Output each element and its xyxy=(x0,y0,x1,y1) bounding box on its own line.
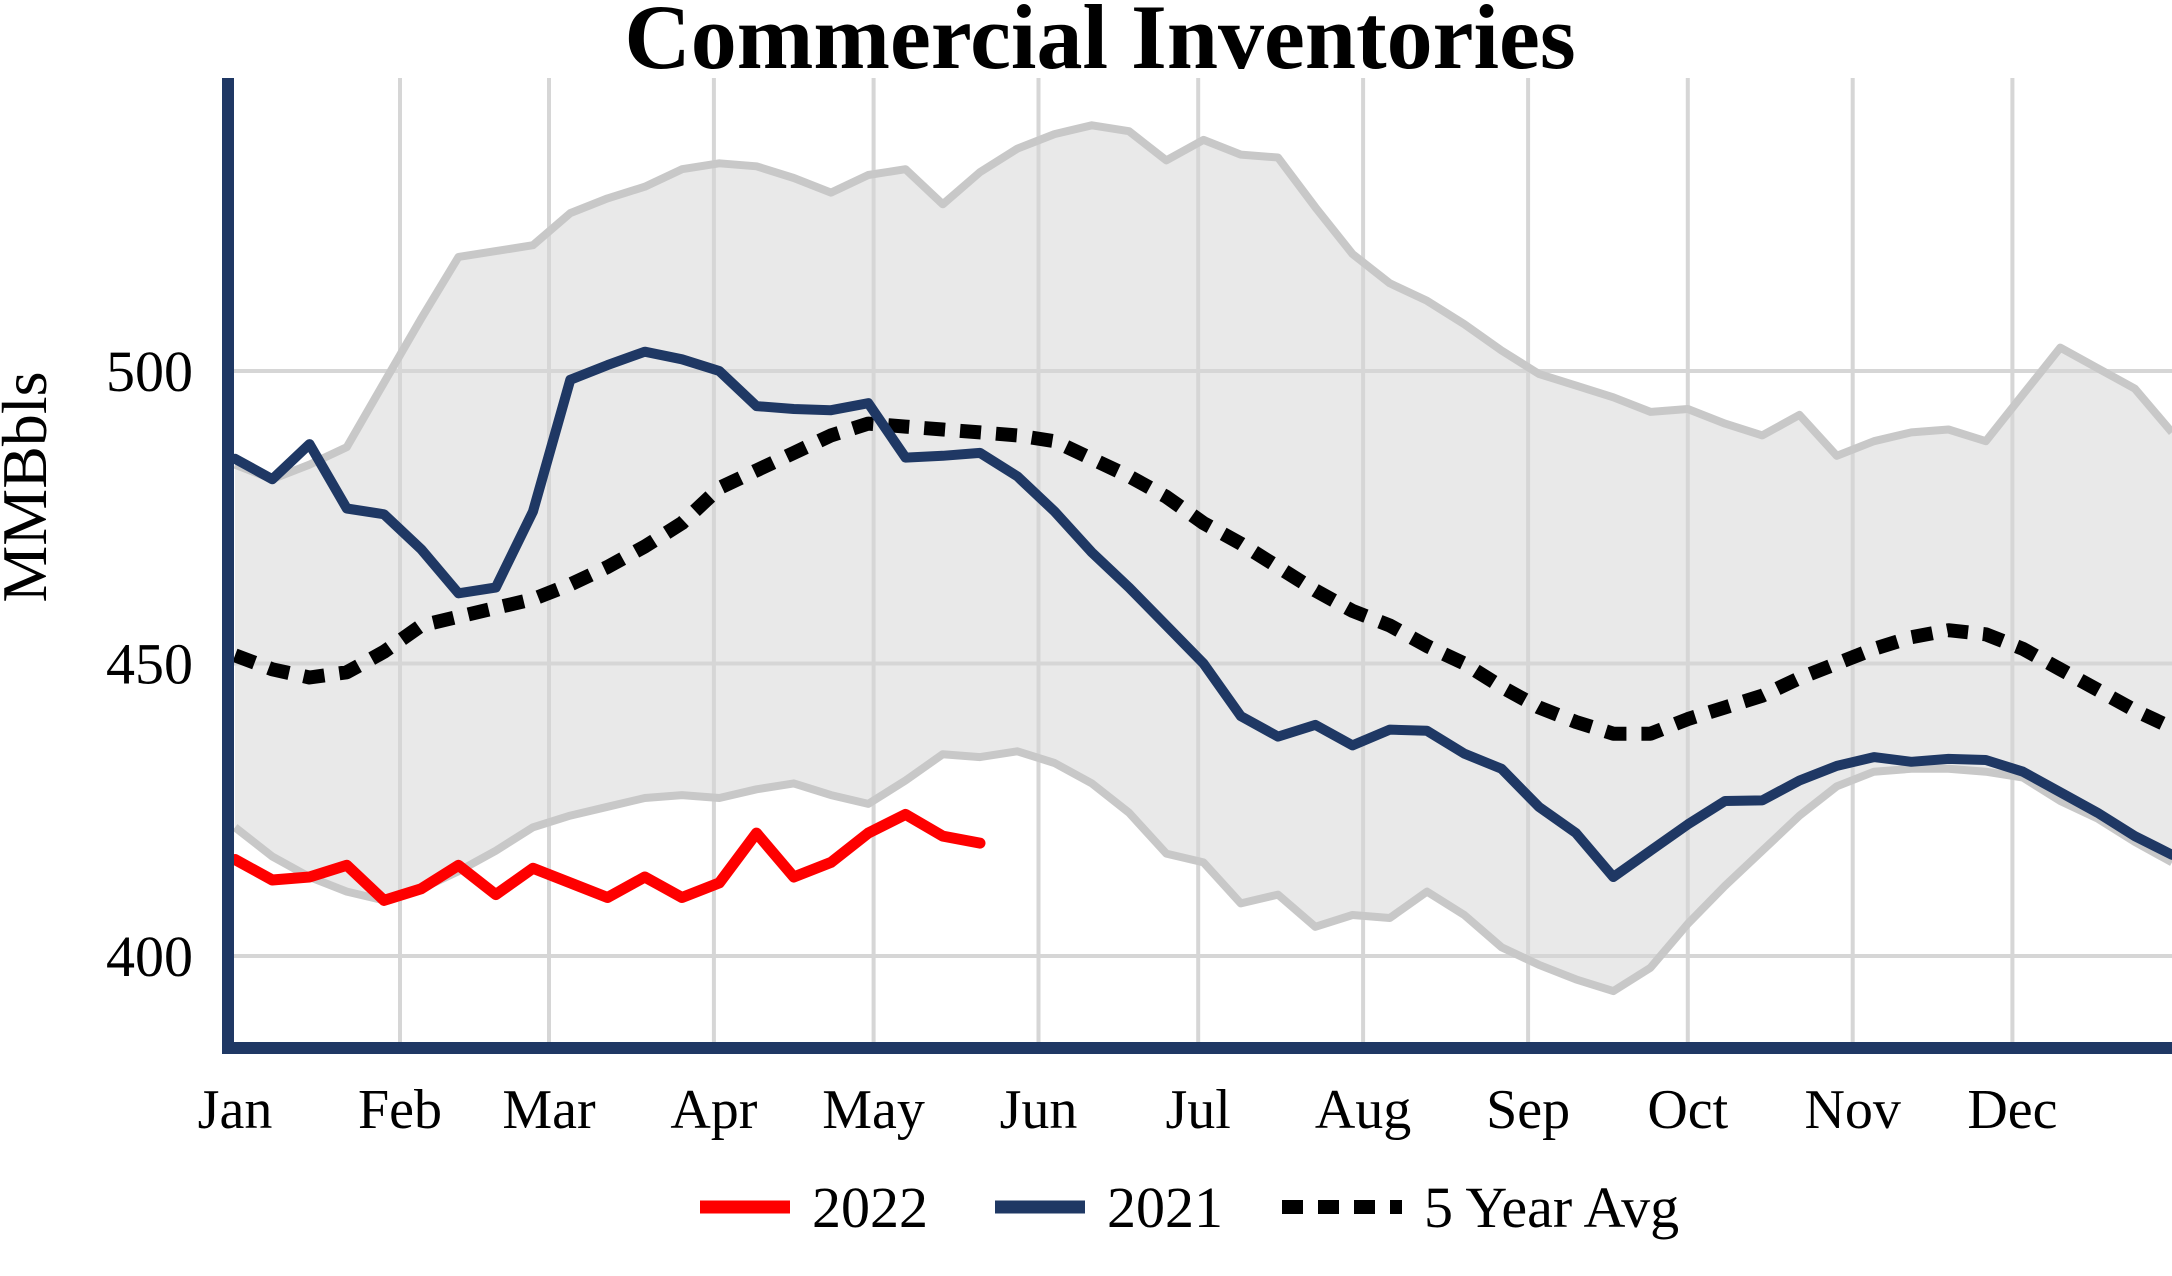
tick-label-layer: 400 450 500 Jan Feb Mar Apr May Jun Jul Aug Sep Oct N… xyxy=(106,339,2057,1141)
band-lower-edge xyxy=(232,747,2172,996)
y-tick-label-450: 450 xyxy=(106,632,193,697)
chart-title: Commercial Inventories xyxy=(624,0,1575,88)
x-tick-label-aug: Aug xyxy=(1315,1079,1411,1141)
x-tick-label-jul: Jul xyxy=(1166,1079,1231,1141)
x-tick-label-mar: Mar xyxy=(502,1079,596,1141)
x-tick-label-dec: Dec xyxy=(1967,1079,2057,1141)
band-edge-layer xyxy=(232,121,2172,996)
series-line-2022 xyxy=(229,808,986,906)
x-tick-label-apr: Apr xyxy=(670,1079,757,1141)
x-tick-label-jan: Jan xyxy=(198,1079,273,1141)
legend: 2022 2021 5 Year Avg xyxy=(700,1175,1679,1240)
y-tick-label-400: 400 xyxy=(106,924,193,989)
y-axis-label: MMBbls xyxy=(0,371,60,602)
legend-label-2021: 2021 xyxy=(1107,1175,1223,1240)
legend-label-2022: 2022 xyxy=(812,1175,928,1240)
x-tick-label-sep: Sep xyxy=(1486,1079,1570,1141)
series-line-2021 xyxy=(230,346,2172,882)
x-tick-label-jun: Jun xyxy=(1000,1079,1078,1141)
y-tick-label-500: 500 xyxy=(106,339,193,404)
legend-label-5-year-avg: 5 Year Avg xyxy=(1424,1175,1679,1240)
x-tick-label-oct: Oct xyxy=(1647,1079,1728,1141)
axes-layer xyxy=(222,78,2172,1054)
x-tick-label-nov: Nov xyxy=(1804,1079,1900,1141)
x-tick-label-feb: Feb xyxy=(358,1079,442,1141)
series-line-5-year-avg xyxy=(232,416,2172,741)
x-tick-label-may: May xyxy=(822,1079,925,1141)
series-layer xyxy=(229,346,2172,906)
band-upper-edge xyxy=(233,121,2172,484)
